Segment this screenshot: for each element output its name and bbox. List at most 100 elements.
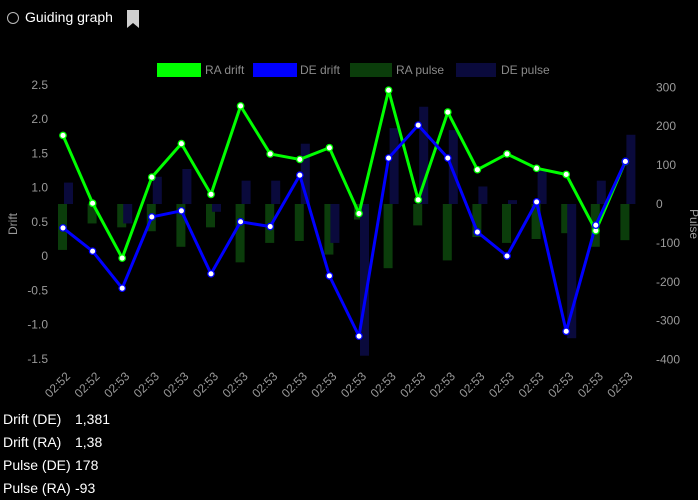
de-pulse-bar <box>567 204 577 339</box>
stat-label: Drift (RA) <box>3 434 62 450</box>
de-drift-point <box>355 332 363 340</box>
x-tick-label: 02:53 <box>427 369 458 400</box>
y-tick-label: 2.0 <box>31 112 48 126</box>
de-drift-point <box>384 154 393 162</box>
x-tick-label: 02:53 <box>160 369 191 400</box>
ra-drift-line <box>61 88 627 260</box>
ra-pulse-bar <box>206 204 215 228</box>
de-drift-point <box>532 198 541 206</box>
bookmark-icon[interactable] <box>125 9 141 29</box>
de-pulse-bar <box>537 168 547 204</box>
stat-label: Drift (DE) <box>3 411 62 427</box>
de-pulse-bar <box>241 180 251 204</box>
x-tick-label: 02:53 <box>368 369 399 400</box>
de-drift-point <box>118 284 127 293</box>
stat-row-drift-ra: Drift (RA) 1,38 <box>3 431 110 454</box>
y2-tick-label: 300 <box>656 80 676 94</box>
y-tick-label: -1.0 <box>27 318 48 332</box>
x-tick-label: 02:53 <box>220 369 251 400</box>
de-pulse-bar <box>478 186 488 204</box>
x-tick-label: 02:53 <box>190 369 221 400</box>
ra-drift-point <box>88 199 97 208</box>
y-tick-label: -0.5 <box>27 283 48 297</box>
legend-swatch-de-drift <box>253 63 297 77</box>
de-pulse-bar <box>64 182 73 204</box>
x-tick-label: 02:53 <box>486 369 517 400</box>
x-tick-label: 02:53 <box>131 369 162 400</box>
de-drift-point <box>414 121 423 130</box>
de-drift-point <box>236 217 245 226</box>
legend-swatch-de-pulse <box>456 63 496 77</box>
ra-drift-point <box>384 86 393 95</box>
ra-drift-point <box>532 164 541 173</box>
legend-label: DE drift <box>300 63 341 77</box>
ra-drift-point <box>562 170 571 179</box>
ra-drift-point <box>414 195 423 204</box>
y-tick-label: 0.5 <box>31 215 48 229</box>
ra-drift-point <box>266 150 275 158</box>
de-pulse-bar <box>596 180 606 204</box>
de-pulse-bar <box>152 176 162 204</box>
ra-drift-point <box>59 131 67 140</box>
de-pulse-bar <box>123 204 133 224</box>
ra-drift-point <box>473 165 482 174</box>
ra-pulse-bar <box>620 204 630 241</box>
ra-pulse-bar <box>442 204 452 261</box>
y2-tick-label: 200 <box>656 119 676 133</box>
radio-icon[interactable] <box>7 12 19 24</box>
de-drift-point <box>177 206 186 215</box>
legend-swatch-ra-pulse <box>350 63 392 77</box>
legend-label: RA pulse <box>396 63 444 77</box>
x-tick-label: 02:53 <box>101 369 132 400</box>
stat-row-drift-de: Drift (DE) 1,381 <box>3 408 110 431</box>
ra-drift-point <box>503 150 511 158</box>
ra-drift-point <box>443 108 452 117</box>
ra-drift-point <box>177 139 186 148</box>
x-tick-label: 02:53 <box>456 369 487 400</box>
ra-pulse-bar <box>561 204 571 234</box>
ra-pulse-bar <box>117 204 127 228</box>
de-pulse-bar <box>626 134 636 204</box>
x-tick-label: 02:52 <box>72 369 103 400</box>
ra-pulse-bar <box>235 204 245 263</box>
y-tick-label: 1.0 <box>31 181 48 195</box>
y2-tick-label: -300 <box>656 314 680 328</box>
graph-header: Guiding graph <box>0 0 698 36</box>
stat-value: 178 <box>75 457 99 473</box>
de-drift-line <box>62 123 627 338</box>
ra-pulse-bar <box>324 204 334 255</box>
ra-drift-point <box>295 155 304 164</box>
de-drift-point <box>325 272 334 280</box>
x-tick-label: 02:53 <box>545 369 576 400</box>
guiding-chart: RA drift DE drift RA pulse DE pulse 2.5 2.0 1.… <box>6 63 698 400</box>
ra-drift-point <box>207 190 215 199</box>
stat-label: Pulse (DE) <box>3 457 71 473</box>
ra-drift-point <box>325 143 334 152</box>
y2-tick-label: 0 <box>656 197 663 211</box>
stat-value: -93 <box>75 480 96 496</box>
de-drift-point <box>295 171 304 180</box>
de-pulse-bar <box>508 200 517 204</box>
de-drift-point <box>621 157 630 166</box>
ra-drift-point <box>147 173 156 182</box>
y-tick-label: -1.5 <box>27 352 48 366</box>
ra-drift-point <box>236 102 245 110</box>
x-tick-label: 02:53 <box>338 369 369 400</box>
y-tick-label: 0 <box>41 249 48 263</box>
de-drift-point <box>503 252 511 260</box>
stat-value: 1,38 <box>75 434 103 450</box>
de-drift-point <box>562 327 571 336</box>
de-pulse-bar <box>182 168 192 204</box>
ra-drift-point <box>355 209 363 218</box>
y-tick-label: 1.5 <box>31 146 48 160</box>
y2-tick-label: 100 <box>656 158 676 172</box>
ra-pulse-bar <box>413 204 423 226</box>
x-tick-label: 02:53 <box>575 369 606 400</box>
de-pulse-bar <box>419 106 429 204</box>
de-pulse-bar <box>360 204 369 356</box>
stat-value: 1,381 <box>75 411 111 427</box>
y2-tick-label: -200 <box>656 275 680 289</box>
de-pulse-bar <box>300 143 310 204</box>
ra-drift-point <box>118 254 127 262</box>
stat-row-pulse-de: Pulse (DE) 178 <box>3 454 110 477</box>
